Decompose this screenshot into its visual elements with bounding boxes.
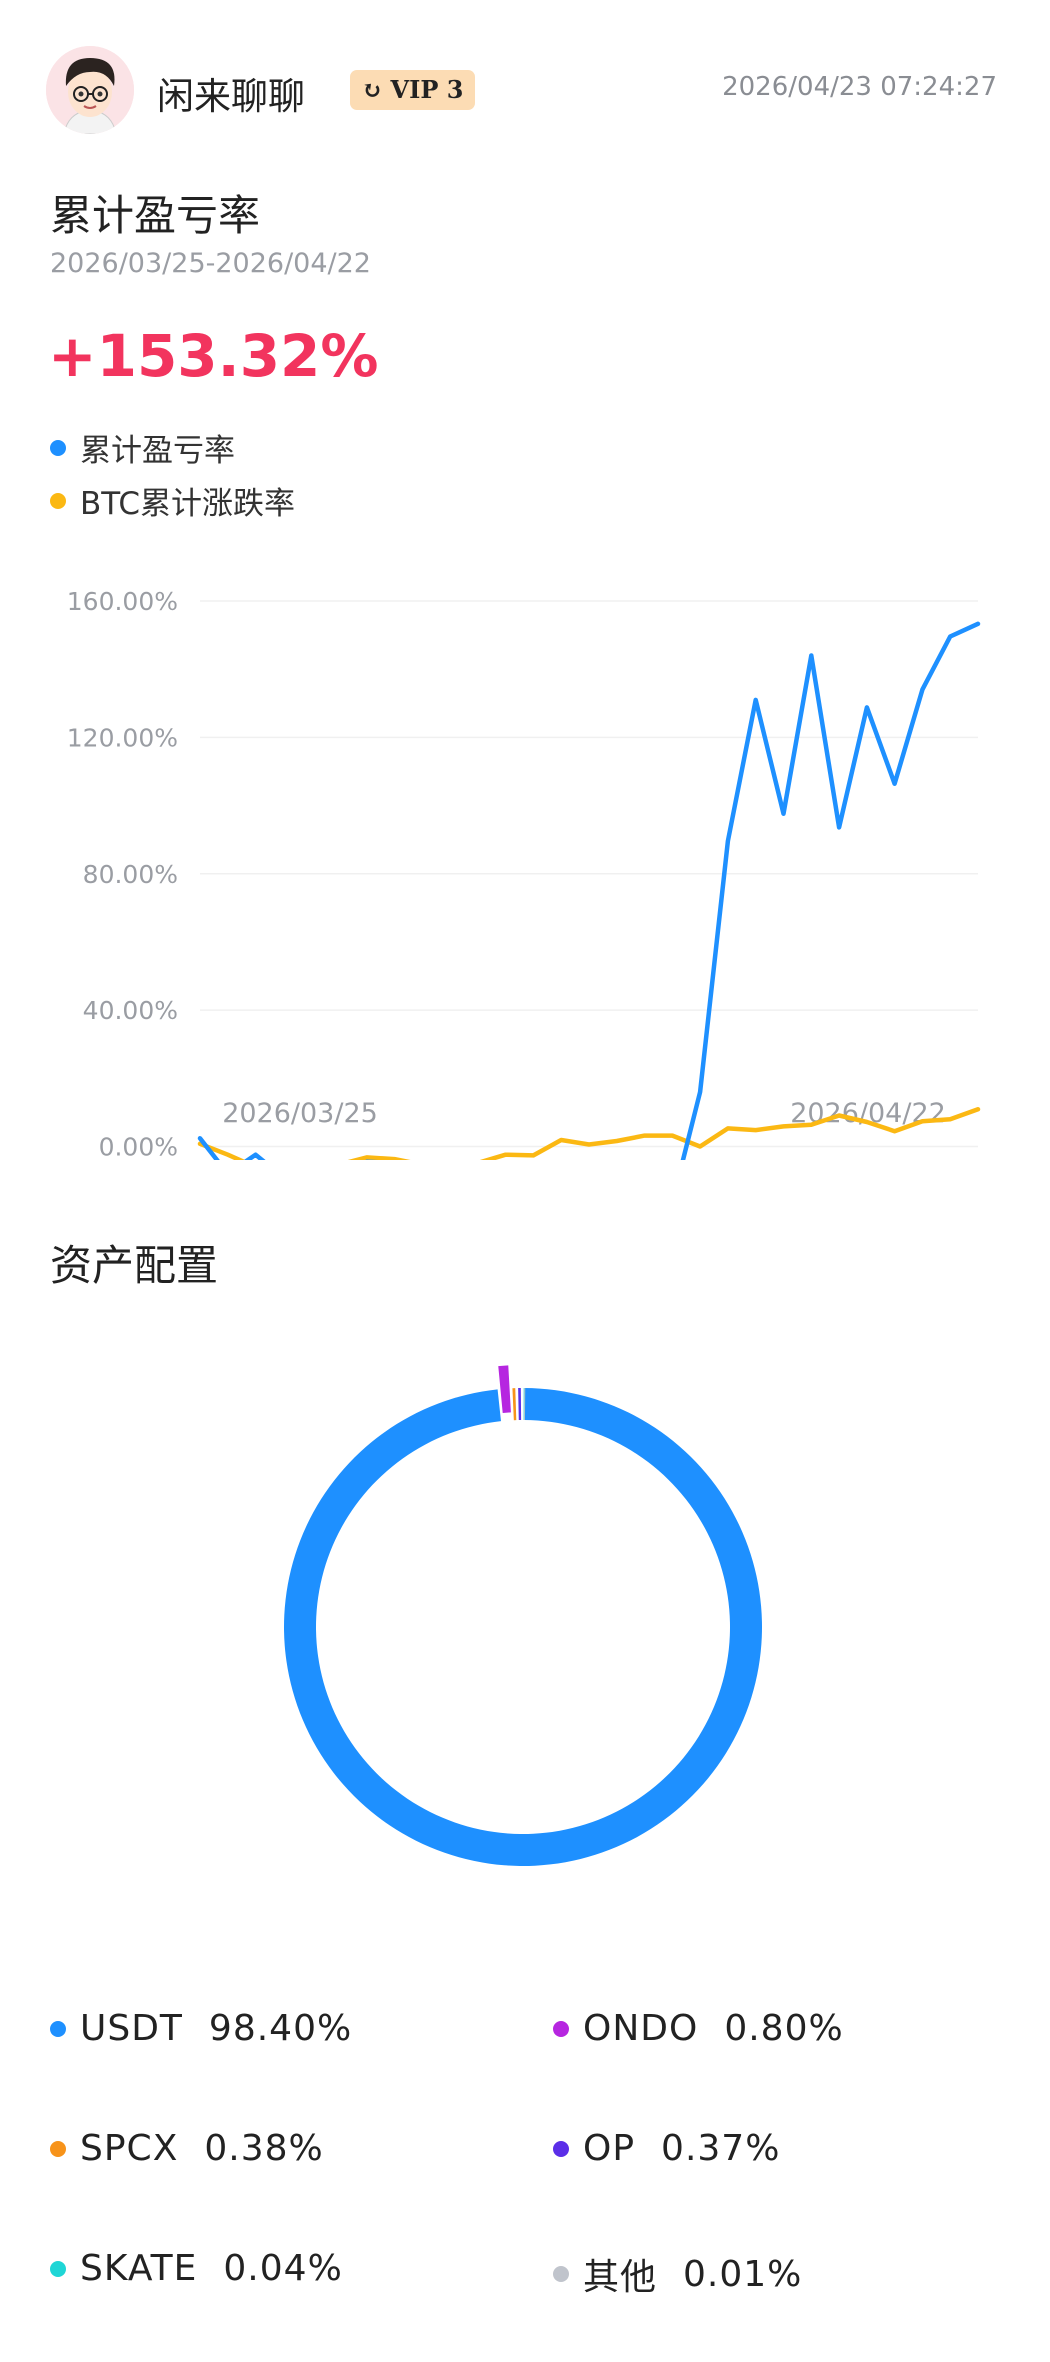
asset-percent: 0.38% <box>204 2128 324 2169</box>
series-line-btc <box>197 1107 981 1160</box>
allocation-legend-item[interactable]: SKATE 0.04% <box>50 2248 343 2289</box>
allocation-donut-chart <box>283 1365 762 1866</box>
asset-percent: 0.37% <box>661 2128 781 2169</box>
legend-dot <box>50 492 66 509</box>
vip-label: VIP 3 <box>390 75 464 104</box>
donut-slice-2[interactable] <box>512 1388 517 1421</box>
legend-dot <box>50 2260 66 2277</box>
allocation-legend-item[interactable]: 其他 0.01% <box>553 2248 802 2300</box>
vip-badge: ↻ VIP 3 <box>350 70 476 110</box>
timestamp: 2026/04/23 07:24:27 <box>722 72 997 102</box>
donut-slice-1[interactable] <box>498 1365 511 1413</box>
date-range: 2026/03/25-2026/04/22 <box>50 248 371 279</box>
avatar-face-icon <box>46 46 134 134</box>
allocation-legend-item[interactable]: USDT 98.40% <box>50 2008 352 2049</box>
legend-dot <box>50 2020 66 2037</box>
asset-percent: 0.04% <box>223 2248 343 2289</box>
allocation-legend-item[interactable]: SPCX 0.38% <box>50 2128 324 2169</box>
asset-name: SPCX <box>80 2128 179 2169</box>
allocation-title: 资产配置 <box>50 1241 219 1290</box>
series-line-pnl <box>197 621 981 1160</box>
vip-icon: ↻ <box>362 75 383 104</box>
asset-percent: 0.80% <box>724 2008 844 2049</box>
allocation-legend-item[interactable]: OP 0.37% <box>553 2128 780 2169</box>
x-tick-label: 2026/03/25 <box>222 1098 378 1129</box>
asset-name: SKATE <box>80 2248 198 2289</box>
asset-name: 其他 <box>583 2257 658 2298</box>
donut-slice-5[interactable] <box>524 1388 526 1421</box>
legend-dot <box>50 439 66 456</box>
legend-label: BTC累计涨跌率 <box>80 486 296 522</box>
donut-slice-0[interactable] <box>283 1388 762 1866</box>
y-tick-label: 0.00% <box>99 1133 178 1161</box>
asset-percent: 0.01% <box>683 2253 803 2295</box>
legend-item-btc[interactable]: BTC累计涨跌率 <box>50 478 295 523</box>
asset-name: USDT <box>80 2008 183 2049</box>
legend-label: 累计盈亏率 <box>80 433 235 469</box>
total-pnl: +153.32% <box>48 322 379 390</box>
legend-dot <box>553 2140 569 2157</box>
asset-percent: 98.40% <box>208 2008 353 2049</box>
y-tick-label: 40.00% <box>83 996 178 1025</box>
asset-name: OP <box>583 2128 636 2169</box>
allocation-legend-item[interactable]: ONDO 0.80% <box>553 2008 844 2049</box>
legend-dot <box>553 2266 569 2282</box>
asset-name: ONDO <box>583 2008 699 2049</box>
pnl-line-chart: 160.00%120.00%80.00%40.00%0.00%-40.00%20… <box>67 587 981 1161</box>
pnl-title: 累计盈亏率 <box>50 191 261 240</box>
avatar[interactable] <box>46 46 134 134</box>
y-tick-label: 120.00% <box>67 723 178 752</box>
y-tick-label: 80.00% <box>83 860 178 889</box>
y-tick-label: 160.00% <box>67 587 178 616</box>
donut-slice-3[interactable] <box>518 1388 522 1421</box>
legend-item-pnl[interactable]: 累计盈亏率 <box>50 425 235 470</box>
legend-dot <box>553 2020 569 2037</box>
username: 闲来聊聊 <box>157 75 305 118</box>
legend-dot <box>50 2140 66 2157</box>
